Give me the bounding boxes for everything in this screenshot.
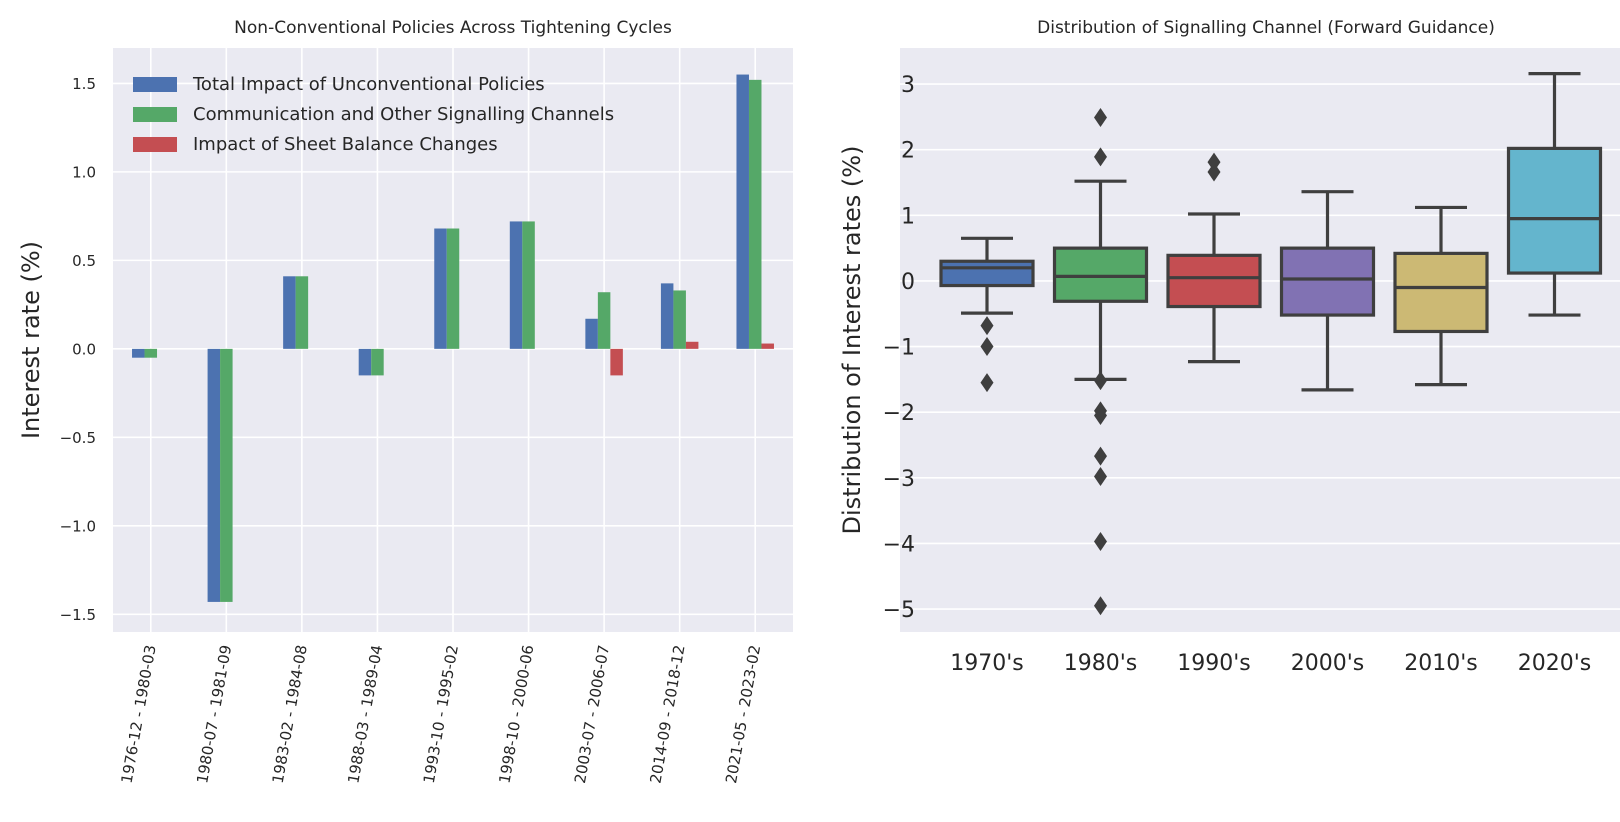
bar — [283, 276, 296, 349]
iqr-box — [1279, 246, 1376, 317]
legend-swatch — [133, 137, 177, 152]
bar-chart-x-tick-label: 1998-10 - 2000-06 — [495, 644, 537, 785]
bar — [748, 79, 762, 349]
bar — [371, 348, 384, 376]
box-2020's — [1506, 71, 1603, 317]
bar-chart-y-tick-label: 0.0 — [72, 340, 96, 358]
outlier-point — [1094, 531, 1107, 551]
box-plot-plot-area — [900, 48, 1620, 632]
box-plot-panel: −5 −4 −3 −2 −1 0 1 2 3 1970's 1980's 1990's 2000's 2… — [838, 18, 1620, 676]
legend-label: Communication and Other Signalling Chann… — [193, 104, 614, 125]
box-plot-x-tick-label: 2000's — [1291, 651, 1365, 676]
bar — [610, 348, 623, 376]
bar — [446, 228, 460, 349]
outlier-point — [1094, 466, 1107, 486]
bar-chart-x-tick-label: 2003-07 - 2006-07 — [571, 644, 613, 785]
bar-chart-x-tick-label: 2021-05 - 2023-02 — [722, 644, 764, 785]
bar — [685, 341, 699, 349]
bar-chart-x-tick-label: 1988-03 - 1989-04 — [344, 644, 386, 785]
bar — [673, 290, 686, 349]
outlier-point — [1094, 371, 1107, 391]
outlier-point — [1207, 152, 1221, 172]
box-plot-y-tick-label: −5 — [883, 598, 915, 623]
bar — [509, 221, 523, 349]
outlier-point — [1207, 162, 1221, 182]
iqr-box — [1052, 246, 1149, 303]
box-plot-y-tick-label: −2 — [883, 401, 915, 426]
box-1980's — [1052, 108, 1149, 616]
bar-chart-y-tick-label: 1.0 — [72, 163, 96, 181]
bar — [660, 283, 674, 349]
box-1990's — [1166, 152, 1262, 364]
bar — [358, 348, 372, 376]
outlier-point — [1094, 405, 1107, 425]
bar-chart-y-tick-label: −0.5 — [60, 429, 96, 447]
outlier-point — [1094, 446, 1107, 466]
iqr-box — [1166, 253, 1262, 309]
box-plot-y-tick-label: 3 — [901, 73, 915, 98]
bar-chart-y-axis-label: Interest rate (%) — [17, 241, 45, 439]
bar-chart-y-tick-label: 1.5 — [72, 75, 96, 93]
bar-chart-y-tick-label: 0.5 — [72, 252, 96, 270]
bar-chart-legend: Total Impact of Unconventional Policies C… — [133, 74, 614, 155]
box-plot-y-tick-label: −3 — [883, 467, 915, 492]
bar — [597, 292, 611, 349]
iqr-box — [939, 259, 1035, 288]
iqr-box — [1506, 146, 1603, 275]
box-plot-y-tick-label: 0 — [901, 270, 915, 295]
outlier-point — [1094, 596, 1107, 616]
bar-chart-panel: −1.5 −1.0 −0.5 0.0 0.5 1.0 1.5 1976-12 - 1980-… — [17, 18, 793, 785]
bar-chart-x-tick-label: 1976-12 - 1980-03 — [118, 644, 160, 785]
outlier-point — [1094, 108, 1107, 128]
box-plot-y-axis-label: Distribution of Interest rates (%) — [838, 146, 866, 535]
bar-chart-bars — [132, 74, 774, 602]
box-1970's — [939, 236, 1035, 393]
box-plot-title: Distribution of Signalling Channel (Forw… — [1037, 18, 1495, 38]
bar — [736, 74, 749, 349]
box-plot-boxes — [939, 71, 1603, 616]
bar — [220, 348, 233, 602]
box-plot-y-ticks: −5 −4 −3 −2 −1 0 1 2 3 — [883, 73, 915, 623]
box-plot-x-tick-label: 2010's — [1404, 651, 1478, 676]
box-2000's — [1279, 190, 1376, 392]
bar-chart-x-ticks: 1976-12 - 1980-03 1980-07 - 1981-09 1983-0… — [118, 644, 765, 785]
bar — [207, 348, 221, 602]
bar — [434, 228, 447, 349]
bar-chart-title: Non-Conventional Policies Across Tighten… — [234, 18, 672, 38]
legend-swatch — [133, 107, 177, 122]
outlier-point — [1094, 147, 1107, 167]
bar-chart-y-tick-label: −1.5 — [60, 606, 96, 624]
bar-chart-x-tick-label: 1983-02 - 1984-08 — [269, 644, 311, 785]
box-plot-y-tick-label: 1 — [901, 204, 915, 229]
box-2010's — [1393, 205, 1489, 387]
box-plot-x-tick-label: 1990's — [1177, 651, 1251, 676]
box-plot-y-tick-label: 2 — [901, 139, 915, 164]
bar — [295, 276, 309, 349]
outlier-point — [980, 337, 994, 357]
bar — [761, 343, 774, 349]
box-plot-x-tick-label: 1980's — [1064, 651, 1138, 676]
box-plot-y-tick-label: −1 — [883, 336, 915, 361]
bar-chart-x-tick-label: 1993-10 - 1995-02 — [420, 644, 462, 785]
box-plot-y-tick-label: −4 — [883, 532, 915, 557]
bar-chart-x-tick-label: 1980-07 - 1981-09 — [193, 644, 235, 785]
bar — [144, 348, 158, 358]
bar-chart-y-tick-label: −1.0 — [60, 517, 96, 535]
iqr-box — [1393, 251, 1489, 334]
legend-label: Impact of Sheet Balance Changes — [193, 134, 498, 155]
bar — [522, 221, 535, 349]
bar — [132, 348, 145, 358]
bar-chart-y-ticks: −1.5 −1.0 −0.5 0.0 0.5 1.0 1.5 — [60, 75, 96, 624]
bar — [585, 318, 598, 349]
box-plot-x-tick-label: 2020's — [1518, 651, 1592, 676]
outlier-point — [980, 316, 994, 336]
bar-chart-x-tick-label: 2014-09 - 2018-12 — [647, 644, 689, 785]
legend-swatch — [133, 77, 177, 92]
outlier-point — [980, 373, 994, 393]
legend-label: Total Impact of Unconventional Policies — [192, 74, 545, 95]
box-plot-x-tick-label: 1970's — [950, 651, 1024, 676]
box-plot-x-ticks: 1970's 1980's 1990's 2000's 2010's 2020's — [950, 651, 1591, 676]
